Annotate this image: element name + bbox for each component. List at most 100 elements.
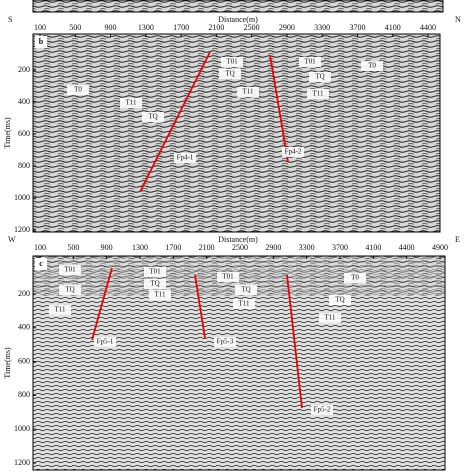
annotation: Fp5-1 [97,338,114,346]
y-tick-label: 400 [18,97,30,106]
annotation: T01 [226,58,238,66]
annotation: T01 [222,273,234,281]
annotation-box [344,273,366,283]
annotation: T01 [304,58,316,66]
annotation: Fp5-2 [314,406,331,414]
annotation: TQ [315,73,324,81]
x-tick-label: 1300 [138,23,154,32]
axis-title: Distance(m) [218,235,258,244]
x-tick-label: 4900 [432,243,448,252]
annotation: T01 [64,266,76,274]
annotation-box [311,405,333,415]
x-tick-label: 2500 [232,243,248,252]
x-tick-label: 1700 [165,243,181,252]
header-right: E [455,235,460,244]
y-tick-label: 200 [18,289,30,298]
x-tick-label: 100 [34,23,46,32]
x-tick-label: 500 [67,243,79,252]
annotation: T0 [351,274,359,282]
x-tick-label: 500 [69,23,81,32]
header-right: N [455,15,461,24]
annotation: T11 [238,300,250,308]
annotation: T11 [54,306,66,314]
annotation-box [319,313,341,323]
annotation-box [235,285,257,295]
header-left: S [8,15,12,24]
panel-label-box [35,258,47,270]
annotation: T11 [154,291,166,299]
annotation: T11 [125,99,137,107]
panel-frame [32,255,446,471]
axis-title: Distance(m) [218,15,258,24]
annotation-box [307,89,329,99]
y-tick-label: 1000 [14,424,30,433]
annotation: T11 [324,314,336,322]
annotation: T11 [312,90,324,98]
fault-line [139,51,211,193]
y-axis-title: Time(ms) [3,347,12,379]
panel-a-frame [32,0,444,13]
fault-line [286,274,303,409]
y-tick-label: 800 [18,161,30,170]
annotation-box [221,57,243,67]
fault-line [194,274,206,339]
annotation: T0 [368,62,376,70]
x-tick-label: 2900 [265,243,281,252]
annotation-box [217,272,239,282]
x-tick-label: 3700 [349,23,365,32]
y-tick-label: 600 [18,356,30,365]
annotation: TQ [225,70,234,78]
annotation-box [149,290,171,300]
annotation: T0 [74,86,82,94]
y-tick-label: 800 [18,390,30,399]
annotation-box [309,72,331,82]
x-tick-label: 900 [105,23,117,32]
annotation-box [233,299,255,309]
x-tick-label: 3300 [314,23,330,32]
y-axis-title: Time(ms) [3,117,12,149]
annotation-box [219,69,241,79]
annotation: Fp4-1 [177,154,194,162]
y-tick-label: 1200 [14,458,30,467]
annotation-box [214,337,236,347]
x-tick-label: 4400 [399,243,415,252]
annotation-box [142,112,164,122]
fault-line [91,267,113,341]
x-tick-label: 3700 [332,243,348,252]
annotation: T11 [242,88,254,96]
x-tick-label: 3300 [299,243,315,252]
x-tick-label: 2100 [199,243,215,252]
panel-label: b [39,37,44,46]
y-tick-label: 1000 [14,193,30,202]
x-tick-label: 2900 [279,23,295,32]
annotation: T01 [149,268,161,276]
y-tick-label: 600 [18,129,30,138]
y-tick-label: 200 [18,65,30,74]
x-tick-label: 1700 [173,23,189,32]
annotation: TQ [148,113,157,121]
x-tick-label: 100 [34,243,46,252]
annotation-box [59,285,81,295]
x-tick-label: 2100 [208,23,224,32]
annotation: TQ [335,296,344,304]
x-tick-label: 4100 [365,243,381,252]
x-tick-label: 2500 [244,23,260,32]
annotation-box [282,147,304,157]
annotation-box [144,279,166,289]
y-tick-label: 400 [18,323,30,332]
y-tick-label: 1200 [14,225,30,234]
x-tick-label: 900 [101,243,113,252]
annotation-box [329,295,351,305]
x-tick-label: 1300 [132,243,148,252]
annotation-box [67,85,89,95]
annotation: Fp5-3 [217,338,234,346]
annotation-box [237,87,259,97]
annotation-box [299,57,321,67]
annotation: TQ [65,286,74,294]
panel-frame [32,33,441,233]
panel-label-box [35,36,47,48]
annotation-box [361,61,383,71]
annotation: TQ [241,286,250,294]
annotation-box [174,153,196,163]
panel-label: c [39,259,43,268]
